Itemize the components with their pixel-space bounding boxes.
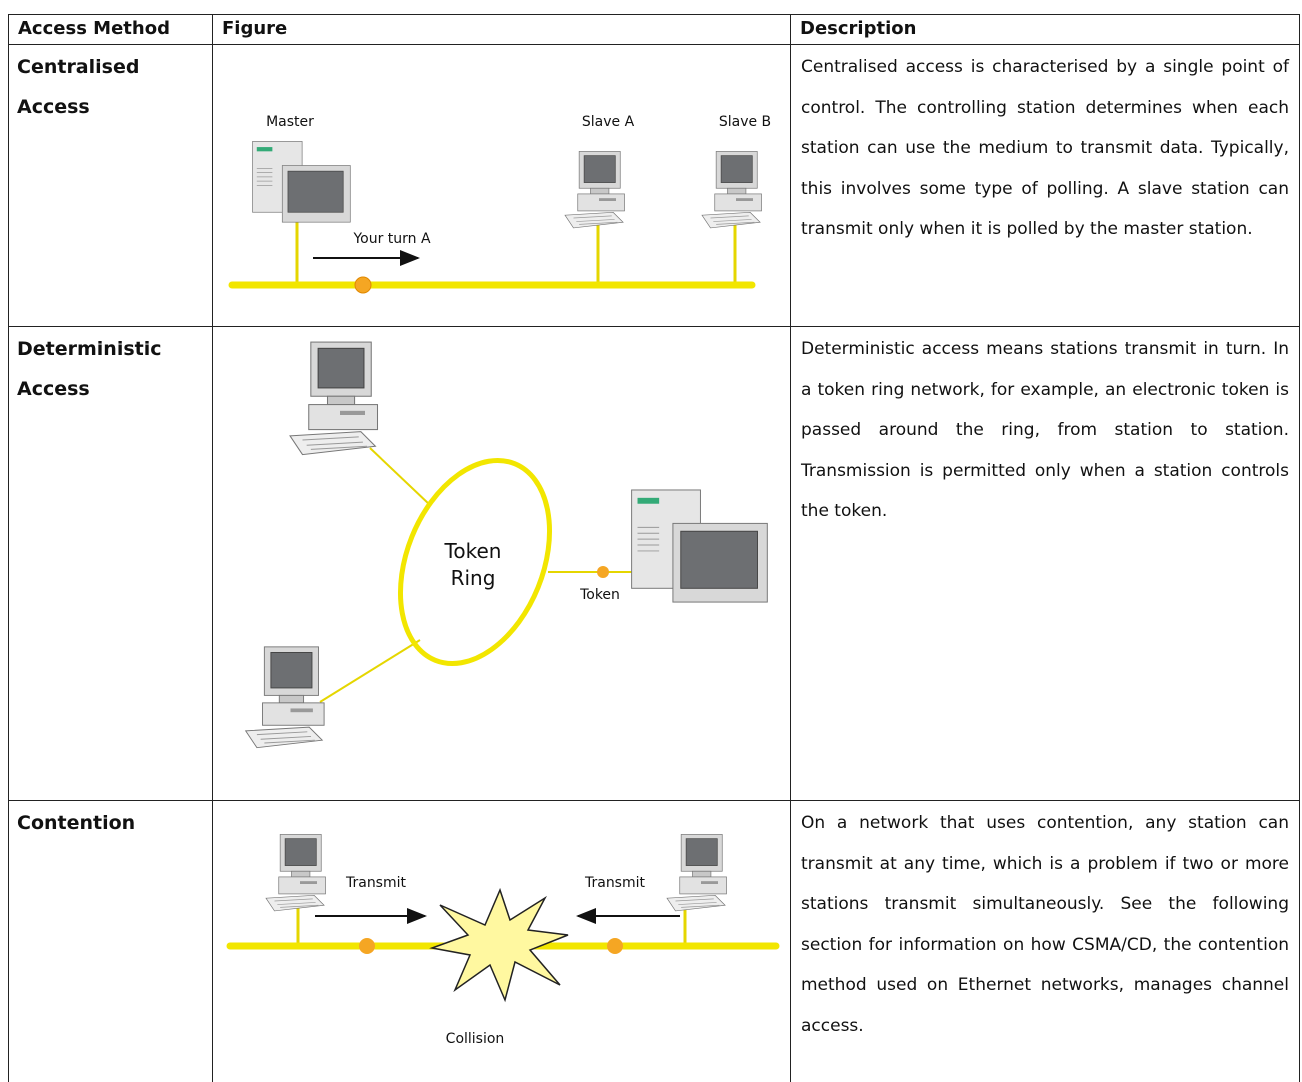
header-cell: Access Method xyxy=(8,14,213,45)
description-cell: On a network that uses contention, any s… xyxy=(790,800,1300,1082)
figure-cell xyxy=(212,326,791,801)
figure-label: Master xyxy=(266,114,314,130)
figure-cell xyxy=(212,44,791,327)
method-text: Deterministic Access xyxy=(17,338,162,400)
method-text: Centralised Access xyxy=(17,56,140,118)
method-cell: Deterministic Access xyxy=(8,326,213,801)
description-cell: Centralised access is characterised by a… xyxy=(790,44,1300,327)
header-cell: Description xyxy=(790,14,1300,45)
bus-figure xyxy=(228,141,762,294)
ring-label: Token Ring xyxy=(444,539,502,590)
figure-cell xyxy=(212,800,791,1082)
figure-label: Slave A xyxy=(582,114,635,130)
method-text: Contention xyxy=(17,812,136,834)
header-text: Figure xyxy=(222,18,288,39)
header-cell: Figure xyxy=(212,14,791,45)
ring-figure xyxy=(245,341,768,749)
description-text: Centralised access is characterised by a… xyxy=(801,57,1289,239)
description-text: On a network that uses contention, any s… xyxy=(801,813,1289,1036)
header-text: Access Method xyxy=(18,18,170,39)
figure-label: Your turn A xyxy=(352,231,431,247)
figure-label: Slave B xyxy=(719,114,771,130)
description-cell: Deterministic access means stations tran… xyxy=(790,326,1300,801)
figure-label: Token xyxy=(579,587,620,603)
figure-label: Transmit xyxy=(584,875,646,891)
method-cell: Centralised Access xyxy=(8,44,213,327)
description-text: Deterministic access means stations tran… xyxy=(801,339,1289,521)
header-text: Description xyxy=(800,18,917,39)
figure-label: Transmit xyxy=(345,875,407,891)
contention-figure xyxy=(226,834,780,1003)
figure-label: Collision xyxy=(446,1031,505,1047)
method-cell: Contention xyxy=(8,800,213,1082)
